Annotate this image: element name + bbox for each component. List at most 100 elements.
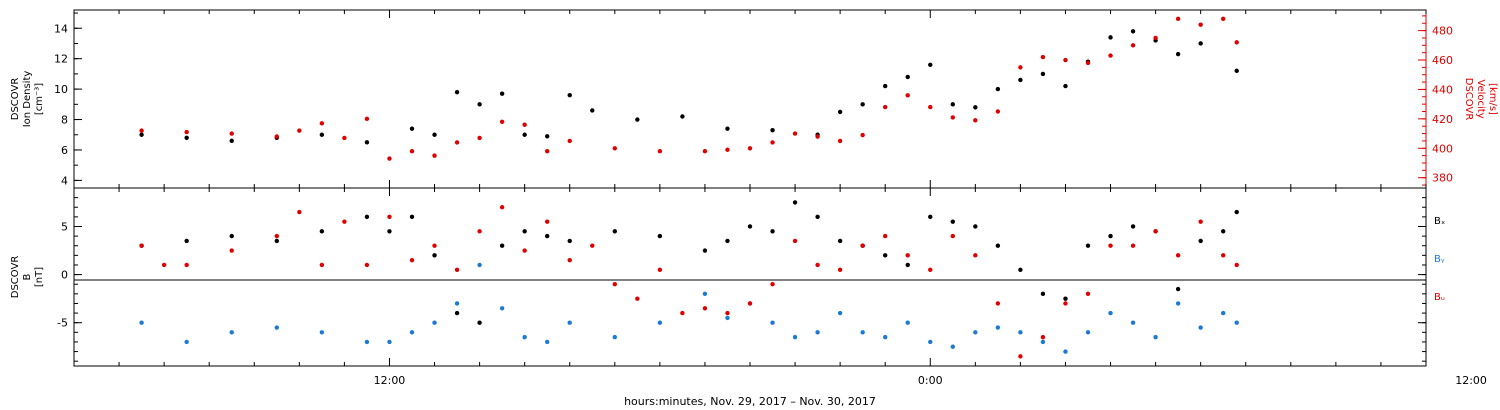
density-point xyxy=(928,62,933,67)
bx-point xyxy=(545,233,550,239)
bx-point xyxy=(1198,238,1203,244)
velocity-point xyxy=(1108,53,1113,58)
bz-point xyxy=(432,243,437,248)
velocity-point xyxy=(364,116,370,122)
velocity-point xyxy=(139,128,144,133)
bz-point xyxy=(702,306,708,311)
bz-point xyxy=(1234,262,1239,268)
bz-point xyxy=(274,233,279,239)
density-tick-label: 4 xyxy=(61,174,68,187)
bz-point xyxy=(342,219,347,224)
bottom-panel-ticks: -5 0 5 xyxy=(57,197,1426,362)
b-label-line3: [nT] xyxy=(34,267,45,287)
density-point xyxy=(1234,68,1239,74)
legend-by: Bᵧ xyxy=(1434,254,1445,265)
density-point xyxy=(229,138,234,144)
density-point xyxy=(522,132,527,137)
x-axis-title: hours:minutes, Nov. 29, 2017 – Nov. 30, … xyxy=(624,395,876,408)
bx-point xyxy=(612,229,617,234)
by-point xyxy=(1018,330,1023,335)
velocity-point xyxy=(747,146,753,151)
density-label-line2: Ion Density xyxy=(22,71,33,128)
velocity-point xyxy=(499,119,505,125)
bx-point xyxy=(657,233,663,239)
bx-point xyxy=(477,320,482,325)
bx-point xyxy=(995,243,1001,248)
b-tick-label: 5 xyxy=(61,220,68,233)
velocity-tick-label: 420 xyxy=(1432,113,1453,126)
density-point xyxy=(635,117,640,122)
velocity-point xyxy=(1040,54,1046,60)
bz-point xyxy=(297,209,302,215)
density-point xyxy=(1108,35,1113,40)
bz-point xyxy=(1130,243,1136,248)
density-point xyxy=(995,86,1001,92)
density-point xyxy=(409,126,415,131)
bz-point xyxy=(1221,253,1226,258)
density-point xyxy=(545,134,550,139)
velocity-point xyxy=(432,153,437,158)
bz-point xyxy=(229,248,234,253)
bz-point xyxy=(928,267,933,272)
velocity-point xyxy=(928,104,933,110)
bz-point xyxy=(499,205,505,210)
density-point xyxy=(499,91,505,96)
by-point xyxy=(657,320,663,325)
bx-point xyxy=(364,214,370,220)
by-point xyxy=(1175,301,1181,306)
bx-point xyxy=(432,253,437,258)
density-point xyxy=(1063,83,1068,89)
bz-point xyxy=(657,267,663,272)
bx-point xyxy=(522,229,527,234)
by-point xyxy=(612,334,617,340)
bz-point xyxy=(454,267,460,272)
bz-point xyxy=(1153,229,1158,234)
bz-point xyxy=(139,243,144,248)
bx-point xyxy=(905,262,910,268)
velocity-point xyxy=(792,131,798,136)
by-point xyxy=(815,330,820,335)
by-point xyxy=(1108,310,1113,316)
bx-point xyxy=(1108,233,1113,239)
bx-point xyxy=(387,229,392,234)
bx-point xyxy=(1221,229,1226,234)
velocity-point xyxy=(297,128,302,133)
b-label-line2: B xyxy=(22,273,33,280)
by-point xyxy=(928,339,933,345)
velocity-point xyxy=(815,134,820,139)
bx-point xyxy=(1018,267,1023,272)
by-point xyxy=(973,330,978,335)
bx-point xyxy=(1130,224,1136,229)
by-point xyxy=(1063,349,1068,354)
velocity-point xyxy=(1130,43,1136,48)
by-point xyxy=(1198,325,1203,330)
bz-point xyxy=(477,229,482,234)
bz-point xyxy=(995,301,1001,306)
by-point xyxy=(905,320,910,325)
density-point xyxy=(950,102,955,107)
by-point xyxy=(1085,330,1091,335)
by-point xyxy=(409,330,415,335)
density-tick-label: 12 xyxy=(54,53,68,66)
by-point xyxy=(1221,310,1226,316)
density-point xyxy=(905,74,910,80)
bz-point xyxy=(184,262,189,268)
velocity-point xyxy=(1085,60,1091,66)
density-point xyxy=(1130,29,1136,34)
by-point xyxy=(1040,339,1046,345)
bz-point xyxy=(1198,219,1203,224)
bx-point xyxy=(702,248,708,253)
bx-point xyxy=(792,200,798,205)
density-point xyxy=(725,126,730,131)
velocity-point xyxy=(567,138,572,144)
bx-point xyxy=(770,229,775,234)
bx-point xyxy=(950,219,955,224)
bz-point xyxy=(522,248,527,253)
top-panel-frame xyxy=(73,9,1427,189)
velocity-point xyxy=(883,104,888,110)
density-tick-label: 14 xyxy=(54,22,68,35)
density-label-line1: DSCOVR xyxy=(10,78,21,121)
by-point xyxy=(860,330,865,335)
bx-point xyxy=(725,238,730,244)
bz-point xyxy=(1108,243,1113,248)
